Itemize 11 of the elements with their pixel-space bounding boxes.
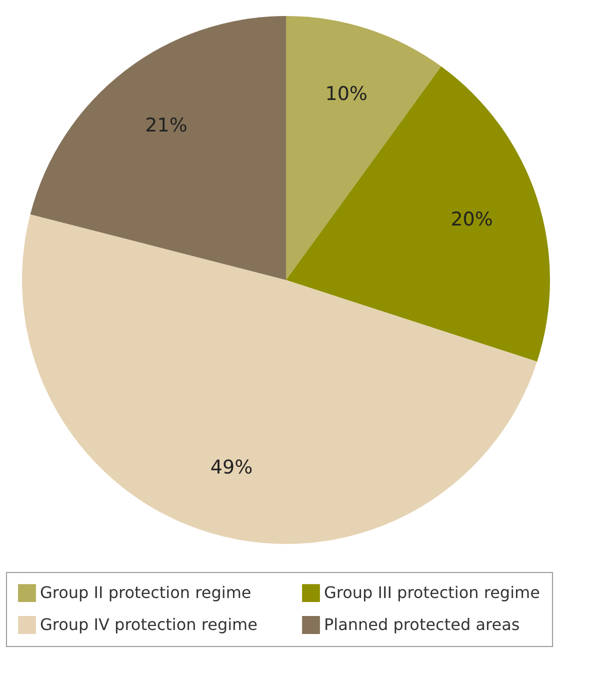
legend-label: Group II protection regime xyxy=(40,583,252,602)
legend-label: Group IV protection regime xyxy=(40,615,258,634)
pie-slice xyxy=(30,16,286,280)
legend-label: Group III protection regime xyxy=(324,583,540,602)
legend-label: Planned protected areas xyxy=(324,615,520,634)
data-label: 21% xyxy=(145,114,188,137)
pie-slice xyxy=(286,16,442,280)
pie-slice xyxy=(286,66,550,362)
data-label: 49% xyxy=(210,456,253,479)
data-label: 20% xyxy=(450,208,493,231)
data-label: 10% xyxy=(325,83,368,106)
